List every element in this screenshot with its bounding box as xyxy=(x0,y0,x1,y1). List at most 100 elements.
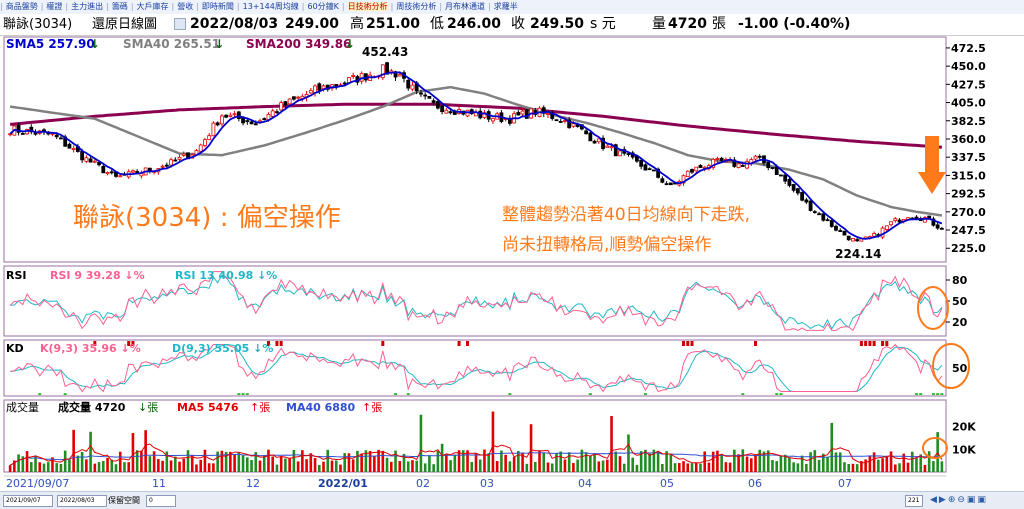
volume-bar xyxy=(733,449,736,472)
volume-bar xyxy=(834,452,838,472)
kd-histogram-bar xyxy=(885,341,889,346)
dropdown-icon[interactable] xyxy=(174,18,186,30)
volume-bar xyxy=(406,461,410,472)
candle-body xyxy=(169,159,173,166)
nav-item-10[interactable]: 周技術分析 xyxy=(396,2,437,11)
nav-item-4[interactable]: 大戶庫存 xyxy=(136,2,169,11)
kd-histogram-bar xyxy=(682,341,686,346)
info-open: 249.00 xyxy=(285,16,340,32)
volume-bar xyxy=(758,449,762,472)
volume-bar xyxy=(504,454,507,472)
volume-bar xyxy=(186,450,190,472)
candle-body xyxy=(491,117,495,122)
volume-bar xyxy=(173,456,177,472)
volume-bar xyxy=(821,453,825,472)
nav-item-1[interactable]: 權證 xyxy=(46,2,63,11)
volume-bar xyxy=(279,455,283,472)
kd-histogram-bar xyxy=(266,341,270,346)
volume-bar xyxy=(605,459,609,472)
kd-histogram-bar xyxy=(466,341,470,346)
volume-bar xyxy=(55,463,59,472)
volume-bar xyxy=(258,460,262,472)
candle-body xyxy=(800,191,805,201)
nav-item-3[interactable]: 籌碼 xyxy=(111,2,128,11)
volume-bar xyxy=(521,452,524,472)
nav-item-8[interactable]: 60分鐘K xyxy=(307,2,339,11)
volume-bar xyxy=(661,463,664,472)
keep-space-input[interactable]: 0 xyxy=(146,495,176,507)
volume-bar xyxy=(754,455,757,472)
volume-bar xyxy=(368,451,372,472)
candle-body xyxy=(131,170,135,173)
stock-name: 聯詠(3034) xyxy=(3,17,73,32)
volume-bar xyxy=(415,460,419,472)
nav-item-0[interactable]: 商品盤勢 xyxy=(5,2,38,11)
candle-body xyxy=(270,110,275,117)
nav-item-2[interactable]: 主力進出 xyxy=(71,2,104,11)
volume-bar xyxy=(262,455,266,472)
legend-1: SMA40 265.51 xyxy=(123,37,220,51)
volume-bar xyxy=(85,459,88,472)
volume-bar xyxy=(220,450,224,472)
candle-body xyxy=(711,158,716,168)
kd-histogram-bar xyxy=(38,393,42,395)
nav-item-5[interactable]: 營收 xyxy=(177,2,194,11)
volume-bar xyxy=(622,463,626,472)
volume-bar xyxy=(127,462,131,472)
volume-bar xyxy=(110,459,114,472)
volume-bar xyxy=(169,460,173,472)
candle-body xyxy=(228,114,233,117)
volume-bar xyxy=(224,451,228,472)
volume-bar xyxy=(106,458,109,472)
volume-bar xyxy=(555,453,558,472)
candle-body xyxy=(16,124,21,133)
volume-bar xyxy=(533,461,537,472)
volume-bar xyxy=(512,456,516,472)
nav-item-9[interactable]: 日技術分析 xyxy=(347,2,388,11)
volume-bar xyxy=(576,459,579,472)
kd-histogram-bar xyxy=(237,393,241,395)
volume-bar xyxy=(334,460,338,472)
candle-body xyxy=(177,156,182,160)
candle-body xyxy=(643,164,648,171)
nav-item-7[interactable]: 13+144周均線 xyxy=(242,2,299,11)
nav-item-6[interactable]: 即時新聞 xyxy=(201,2,234,11)
volume-bar xyxy=(648,453,651,472)
info-high: 251.00 xyxy=(366,16,421,32)
volume-bar xyxy=(601,460,605,472)
zoom-controls-icon[interactable]: ◀▶⊕⊖▣▣ xyxy=(930,495,988,505)
to-date-select[interactable]: 2022/08/03 xyxy=(57,495,107,507)
nav-item-11[interactable]: 月布林通道 xyxy=(445,2,486,11)
candle-body xyxy=(558,121,563,123)
volume-bar xyxy=(351,459,355,472)
volume-bar xyxy=(716,450,719,472)
volume-bar xyxy=(686,463,690,472)
volume-bar xyxy=(550,463,554,472)
volume-bar xyxy=(445,454,448,472)
x-label-4: 02 xyxy=(416,477,430,490)
rsi-tick-label: 50 xyxy=(952,295,968,308)
volume-bar xyxy=(148,456,152,472)
candle-body xyxy=(855,239,860,242)
kd-histogram-bar xyxy=(940,393,944,395)
volume-bar xyxy=(72,429,75,472)
rsi-tick-label: 80 xyxy=(952,274,968,287)
candle-body xyxy=(211,122,216,137)
price-tick-label: 225.0 xyxy=(951,242,986,255)
vol-highlight-circle xyxy=(922,437,948,459)
nav-item-12[interactable]: 求羅半 xyxy=(493,2,518,11)
volume-bar xyxy=(483,449,486,472)
volume-bar xyxy=(97,462,101,472)
volume-bar xyxy=(893,464,897,472)
from-date-select[interactable]: 2021/09/07 xyxy=(3,495,53,507)
candle-body xyxy=(825,219,830,222)
price-tick-label: 405.0 xyxy=(951,97,986,110)
chart-name: 還原日線圖 xyxy=(92,17,158,32)
candle-body xyxy=(29,126,34,133)
volume-bar xyxy=(114,464,118,472)
candle-body xyxy=(596,138,601,143)
price-tick-label: 360.0 xyxy=(951,133,986,146)
vol-tick-label: 20K xyxy=(952,421,976,434)
candle-body xyxy=(626,153,631,155)
volume-bar xyxy=(559,451,563,472)
